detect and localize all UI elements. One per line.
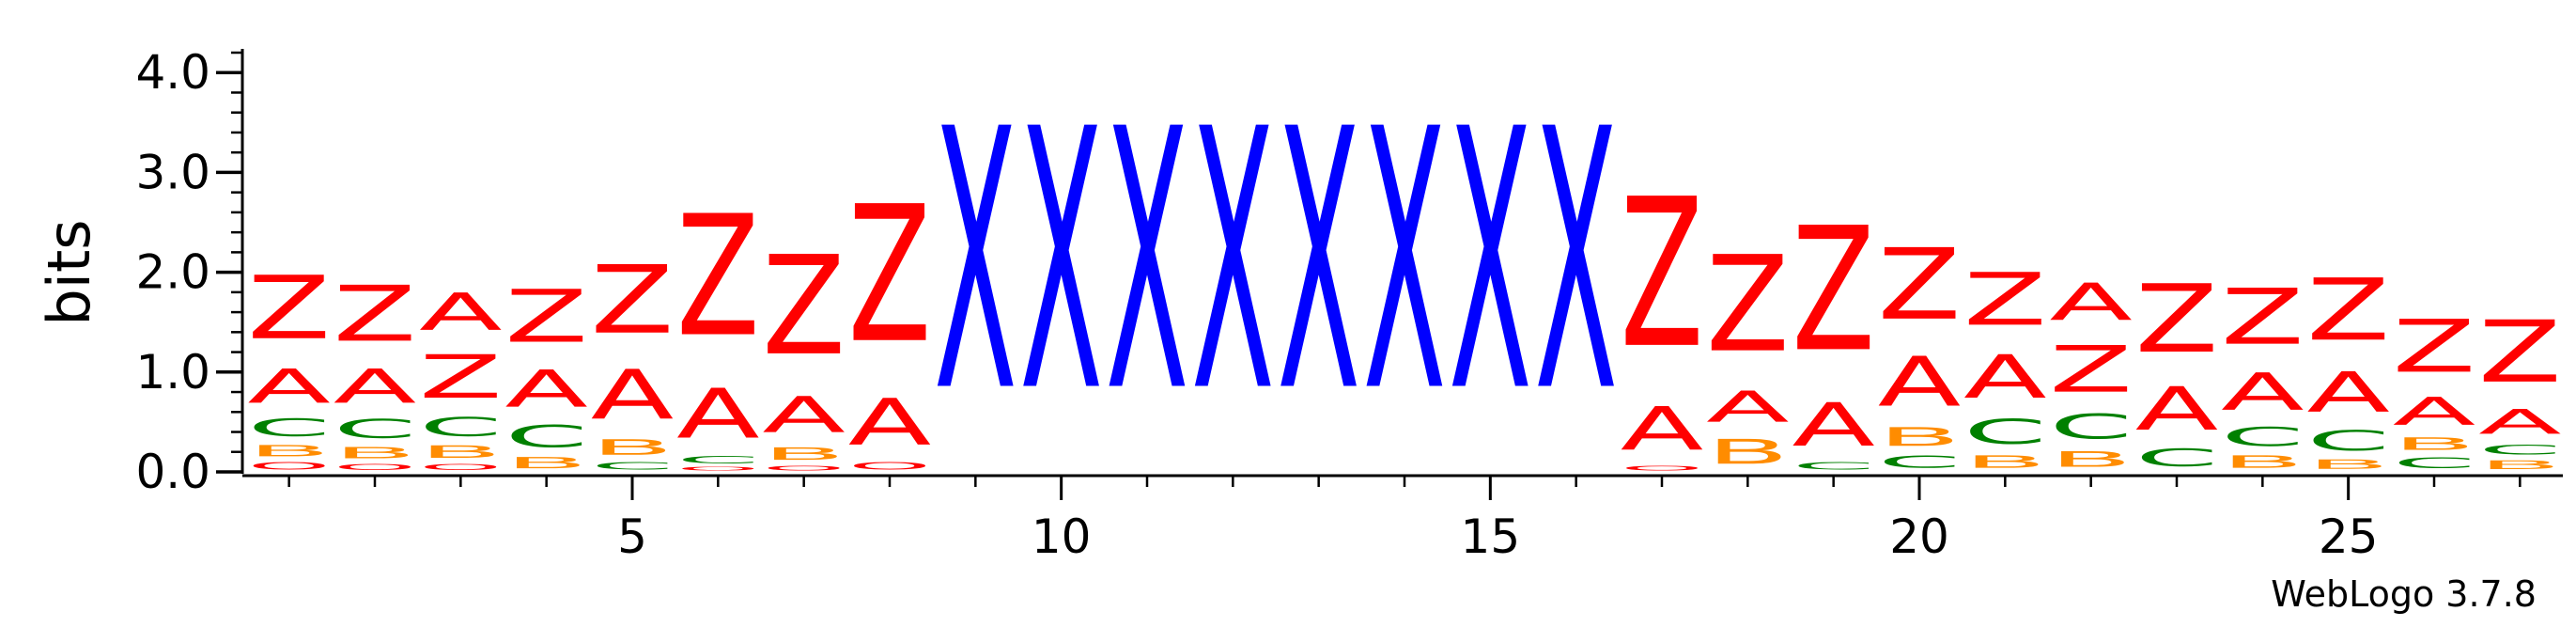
logo-letter-pos21-Z: Z [1963,258,2047,342]
x-tick-label: 5 [617,509,647,564]
logo-letter-pos3-O: O [419,462,503,472]
logo-letter-pos21-B: B [1963,452,2047,472]
logo-letter-pos22-B: B [2049,447,2133,472]
logo-letter-pos23-Z: Z [2135,265,2219,374]
logo-letter-pos19-C: C [1792,460,1875,472]
logo-letter-pos24-Z: Z [2221,273,2304,362]
logo-letter-pos6-A: A [676,374,760,453]
logo-letter-pos26-A: A [2393,389,2476,434]
logo-letter-pos22-A: A [2049,273,2133,332]
logo-letter-pos25-C: C [2306,425,2390,457]
logo-letter-pos4-B: B [504,454,588,472]
logo-letter-pos18-Z: Z [1706,228,1790,382]
logo-letter-pos5-C: C [591,460,675,472]
y-tick-label: 3.0 [135,145,210,199]
axis-layer: 0.0 1.0 2.0 3.0 4.0 5 10 15 20 25 [135,45,2563,564]
logo-letter-pos1-C: C [247,414,331,442]
logo-letter-pos1-B: B [247,442,331,460]
logo-letter-pos5-A: A [591,355,675,434]
logo-letter-pos13-X: X [1277,55,1360,471]
logo-letter-pos21-C: C [1963,413,2047,452]
logo-letter-pos7-A: A [762,386,846,444]
logo-letter-pos8-O: O [848,460,932,472]
logo-letter-pos15-X: X [1449,55,1532,471]
logo-letter-pos20-B: B [1878,422,1962,452]
y-tick-label: 4.0 [135,45,210,100]
logo-letter-pos8-A: A [848,385,932,460]
logo-letter-pos5-Z: Z [591,246,675,355]
x-tick-label: 25 [2319,509,2379,564]
logo-letter-pos24-C: C [2221,422,2304,452]
logo-letter-pos25-B: B [2306,457,2390,472]
logo-letter-pos20-C: C [1878,452,1962,472]
weblogo-credit: WebLogo 3.7.8 [2271,573,2537,615]
logo-letter-pos17-Z: Z [1621,156,1704,394]
logo-letter-pos26-C: C [2393,454,2476,472]
logo-letter-pos4-C: C [504,419,588,454]
logo-letter-pos5-B: B [591,435,675,460]
logo-letter-pos24-A: A [2221,363,2304,422]
logo-letter-pos4-A: A [504,360,588,419]
x-tick-label: 10 [1032,509,1092,564]
logo-letter-pos20-Z: Z [1878,227,1962,342]
logo-letter-pos24-B: B [2221,452,2304,472]
logo-letter-pos16-X: X [1534,55,1618,471]
logo-letter-pos6-O: O [676,466,760,472]
logo-letter-pos7-Z: Z [762,227,846,386]
logo-letter-pos23-C: C [2135,444,2219,472]
logo-letter-pos10-X: X [1019,55,1103,471]
logo-letter-pos1-Z: Z [247,258,331,359]
logo-letter-pos2-O: O [334,462,417,472]
logo-letter-pos2-Z: Z [334,270,417,359]
logo-letter-pos9-X: X [934,55,1017,471]
logo-letter-pos17-A: A [1621,395,1704,464]
y-axis-label: bits [35,219,103,325]
logo-letter-pos7-B: B [762,444,846,463]
logo-letter-pos8-Z: Z [848,166,932,385]
logo-letter-pos18-B: B [1706,432,1790,472]
logo-letter-pos20-A: A [1878,342,1962,421]
y-tick-label: 2.0 [135,245,210,300]
logo-letter-pos27-C: C [2478,442,2562,458]
x-tick-label: 20 [1889,509,1949,564]
logo-letter-pos27-Z: Z [2478,303,2562,402]
x-tick-label: 15 [1461,509,1521,564]
logo-letter-pos1-O: O [247,460,331,472]
logo-letter-pos25-A: A [2306,360,2390,425]
logo-letter-pos2-B: B [334,444,417,462]
logo-letter-pos19-A: A [1792,390,1875,460]
logo-letter-pos26-B: B [2393,434,2476,454]
logo-letter-pos2-A: A [334,360,417,415]
logo-letter-pos17-O: O [1621,464,1704,472]
logo-letter-pos27-A: A [2478,402,2562,442]
logo-letter-pos14-X: X [1363,55,1447,471]
logo-letter-pos7-O: O [762,464,846,472]
logo-letter-pos1-A: A [247,360,331,415]
y-tick-label: 1.0 [135,345,210,400]
logo-letter-pos21-A: A [1963,342,2047,412]
logo-letter-pos6-Z: Z [676,180,760,374]
logo-letter-pos26-Z: Z [2393,305,2476,389]
logo-letter-pos3-B: B [419,442,503,462]
logo-letter-pos18-A: A [1706,383,1790,432]
logo-letter-pos4-Z: Z [504,274,588,359]
logo-letter-pos2-C: C [334,415,417,445]
logo-letter-pos3-Z: Z [419,342,503,412]
logo-letter-pos3-C: C [419,412,503,442]
logo-letter-pos22-Z: Z [2049,333,2133,407]
logo-letter-pos25-Z: Z [2306,261,2390,361]
logo-letter-pos12-X: X [1191,55,1275,471]
logo-letter-pos27-B: B [2478,458,2562,472]
logo-letter-pos19-Z: Z [1792,192,1875,390]
logo-letter-pos11-X: X [1106,55,1189,471]
logo-letter-pos22-C: C [2049,407,2133,447]
y-tick-label: 0.0 [135,445,210,499]
logo-letter-pos23-A: A [2135,374,2219,444]
logo-letter-pos6-C: C [676,454,760,466]
logo-letter-pos3-A: A [419,283,503,342]
